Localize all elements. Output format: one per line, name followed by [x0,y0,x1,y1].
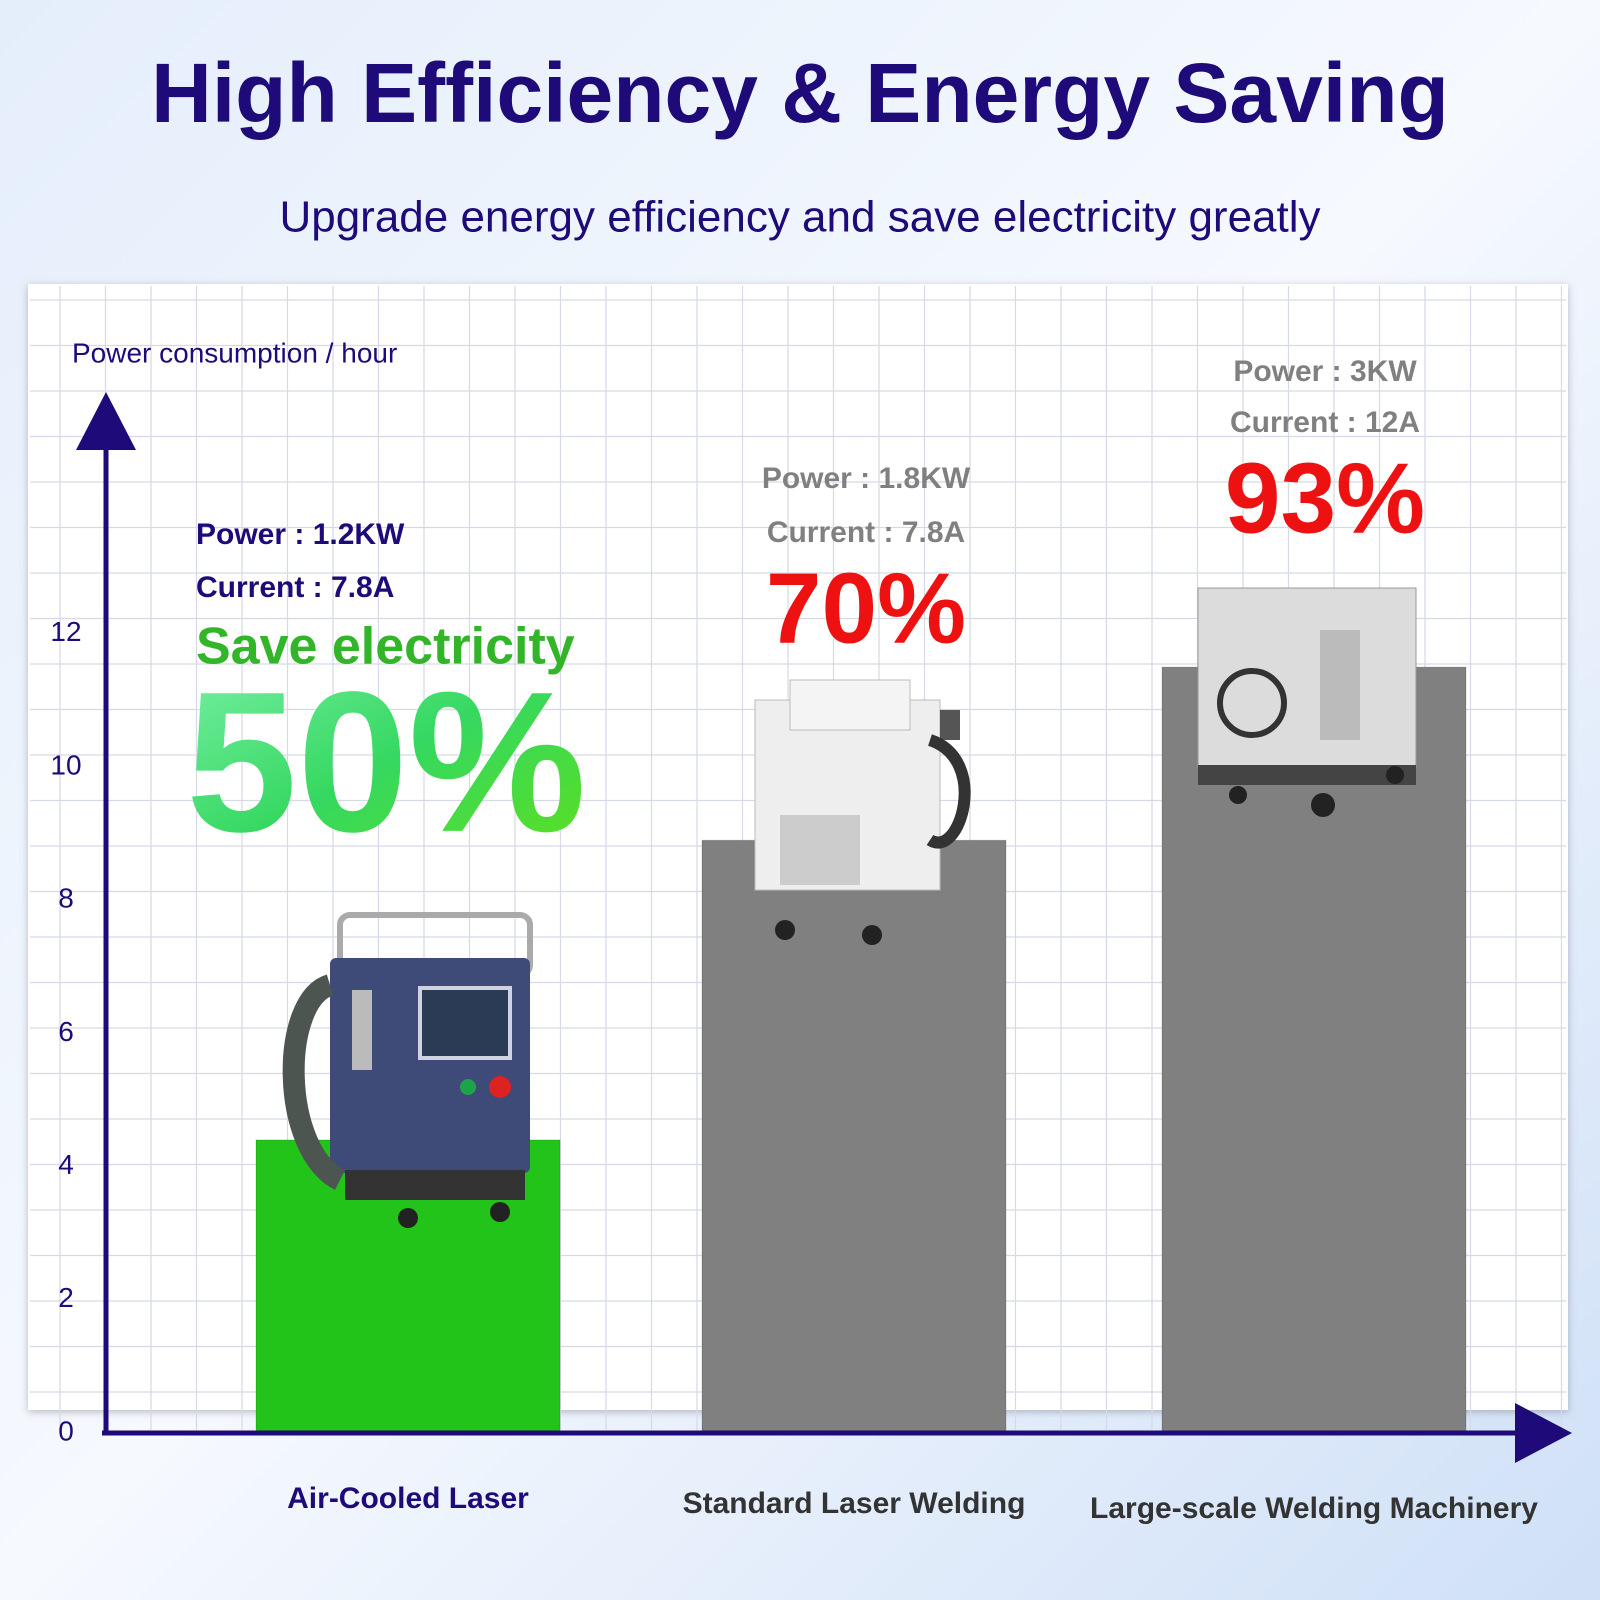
y-tick-label: 12 [50,616,81,647]
x-axis-arrow [1515,1403,1572,1463]
bar [1161,666,1467,1434]
percent-label: 50% [186,651,586,874]
current-label: Current : 7.8A [196,571,394,604]
y-axis-arrow [76,392,136,450]
x-tick-label: Standard Laser Welding [683,1487,1026,1520]
percent-label: 70% [766,552,966,664]
y-tick-label: 8 [58,883,74,914]
x-tick-label: Large-scale Welding Machinery [1090,1492,1538,1525]
power-label: Power : 3KW [1233,355,1417,388]
x-tick-label: Air-Cooled Laser [287,1482,529,1515]
current-label: Current : 12A [1230,406,1420,439]
y-tick-label: 4 [58,1149,74,1180]
machine-large [1197,587,1417,817]
machine-standard [754,679,971,945]
title: High Efficiency & Energy Saving [151,46,1449,140]
power-label: Power : 1.8KW [762,462,971,495]
machine-air-cooled [282,912,533,1228]
bar [701,839,1007,1434]
power-label: Power : 1.2KW [196,518,405,551]
current-label: Current : 7.8A [767,516,965,549]
plot: 0 2 4 6 8 10 12 Air-Cooled Laser Standard Laser … [50,355,1538,1525]
y-axis-label: Power consumption / hour [72,337,397,368]
y-tick-label: 10 [50,749,81,780]
y-tick-label: 6 [58,1016,74,1047]
y-tick-label: 0 [58,1415,74,1446]
subtitle: Upgrade energy efficiency and save elect… [279,193,1320,242]
y-tick-label: 2 [58,1282,74,1313]
percent-label: 93% [1225,442,1425,554]
saving-note: Save electricity [196,618,575,676]
